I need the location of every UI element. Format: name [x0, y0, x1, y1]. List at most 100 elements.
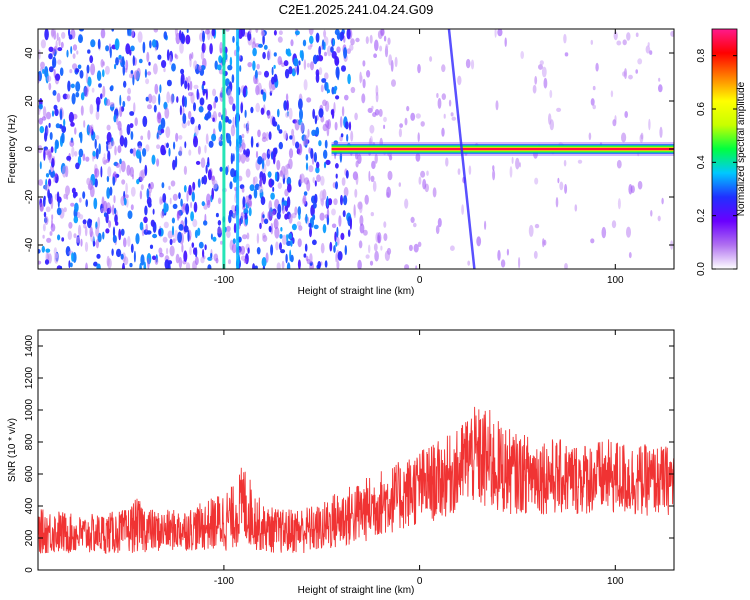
spectrogram-speckle	[340, 133, 344, 138]
spectrogram-speckle	[212, 236, 217, 242]
spectrogram-speckle	[635, 69, 638, 74]
spectrogram-speckle	[404, 264, 410, 269]
colorbar-label: Normalized spectral amplitude	[736, 81, 747, 216]
spectrogram-speckle	[263, 218, 269, 225]
spectrogram-speckle	[520, 51, 524, 59]
spectrogram-speckle	[137, 145, 142, 152]
spectrogram-speckle	[622, 39, 627, 46]
spectrogram-speckle	[51, 29, 55, 37]
spectrogram-speckle	[340, 194, 343, 206]
spectrogram-speckle	[193, 201, 198, 213]
spectrogram-speckle	[210, 233, 213, 240]
spectrogram-speckle	[183, 185, 187, 193]
spectrogram-speckle	[345, 121, 349, 130]
spectrogram-speckle	[87, 49, 91, 54]
spectrogram-speckle	[280, 227, 283, 232]
spectrogram-speckle	[142, 41, 146, 54]
spectrogram-speckle	[100, 29, 106, 39]
spectrogram-speckle	[126, 198, 129, 208]
spectrogram-speckle	[359, 201, 363, 214]
spectrogram-speckle	[134, 117, 138, 127]
spectrogram-speckle	[255, 29, 259, 33]
spectrogram-speckle	[451, 116, 457, 121]
spectrogram-speckle	[436, 93, 439, 98]
spectrogram-speckle	[254, 265, 258, 269]
spectrogram-speckle	[336, 226, 339, 238]
spectrogram-speckle	[46, 127, 49, 135]
spectrogram-speckle	[95, 148, 99, 160]
spectrogram-speckle	[51, 214, 54, 220]
spectrogram-speckle	[359, 223, 365, 234]
spectrogram-speckle	[186, 29, 189, 33]
spectrogram-speckle	[196, 88, 199, 100]
spectrogram-speckle	[137, 31, 143, 43]
spectrogram-speckle	[158, 93, 161, 106]
spectrogram-speckle	[443, 113, 446, 119]
spectrogram-x-ticks: -100 0 100	[214, 29, 624, 286]
spectrogram-speckle	[70, 83, 75, 89]
spectrogram-speckle	[252, 60, 256, 71]
spectrogram-speckle	[277, 108, 280, 118]
spectrogram-speckle	[138, 58, 143, 64]
spectrogram-speckle	[387, 37, 391, 45]
spectrogram-speckle	[76, 50, 79, 55]
y-tick-label: -20	[24, 189, 35, 204]
spectrogram-speckle	[324, 139, 328, 149]
spectrogram-speckle	[160, 128, 165, 134]
spectrogram-speckle	[373, 243, 378, 252]
spectrogram-speckle	[49, 231, 53, 236]
spectrogram-speckle	[239, 65, 242, 72]
spectrogram-speckle	[151, 95, 157, 104]
spectrogram-speckle	[650, 210, 653, 217]
spectrogram-speckle	[69, 69, 73, 74]
spectrogram-speckle	[82, 219, 87, 225]
spectrogram-speckle	[413, 243, 419, 253]
spectrogram-speckle	[293, 57, 299, 67]
spectrogram-speckle	[102, 69, 105, 78]
spectrogram-speckle	[670, 30, 674, 37]
spectrogram-speckle	[325, 120, 330, 128]
spectrogram-speckle	[349, 217, 352, 230]
spectrogram-speckle	[564, 183, 568, 194]
spectrogram-speckle	[180, 68, 185, 75]
spectrogram-speckle	[57, 234, 61, 241]
spectrogram-speckle	[244, 109, 247, 118]
spectrogram-speckle	[65, 185, 70, 196]
spectrogram-speckle	[321, 78, 327, 83]
spectrogram-speckle	[628, 74, 633, 80]
spectrogram-speckle	[67, 230, 73, 240]
spectrogram-speckle	[506, 248, 509, 256]
spectrogram-carrier-band	[331, 147, 674, 151]
spectrogram-speckle	[208, 140, 214, 148]
spectrogram-speckle	[89, 104, 94, 115]
spectrogram-speckle	[202, 80, 206, 86]
spectrogram-speckle	[164, 107, 170, 119]
spectrogram-speckle	[324, 51, 327, 57]
spectrogram-speckle	[198, 106, 204, 113]
spectrogram-speckle	[316, 54, 320, 62]
spectrogram-speckle	[84, 226, 88, 237]
spectrogram-speckle	[204, 244, 207, 251]
spectrogram-speckle	[166, 91, 171, 104]
spectrogram-speckle	[123, 197, 127, 206]
spectrogram-speckle	[63, 118, 66, 127]
spectrogram-speckle	[370, 212, 374, 217]
spectrogram-speckle	[70, 202, 75, 207]
spectrogram-speckle	[190, 211, 195, 222]
spectrogram-speckle	[286, 262, 291, 269]
spectrogram-speckle	[288, 158, 293, 170]
spectrogram-speckle	[315, 32, 320, 43]
spectrogram-speckle	[271, 66, 274, 76]
spectrogram-speckle	[286, 51, 292, 57]
spectrogram-speckle	[333, 245, 336, 253]
spectrogram-x-label: Height of straight line (km)	[298, 286, 415, 297]
spectrogram-speckle	[207, 199, 211, 209]
spectrogram-speckle	[262, 265, 266, 269]
spectrogram-speckle	[171, 225, 175, 236]
spectrogram-speckle	[109, 186, 113, 196]
spectrogram-speckle	[323, 149, 328, 159]
spectrogram-speckle	[225, 166, 229, 176]
spectrogram-speckle	[193, 135, 198, 148]
spectrogram-speckle	[185, 34, 191, 45]
spectrogram-speckle	[197, 145, 201, 155]
